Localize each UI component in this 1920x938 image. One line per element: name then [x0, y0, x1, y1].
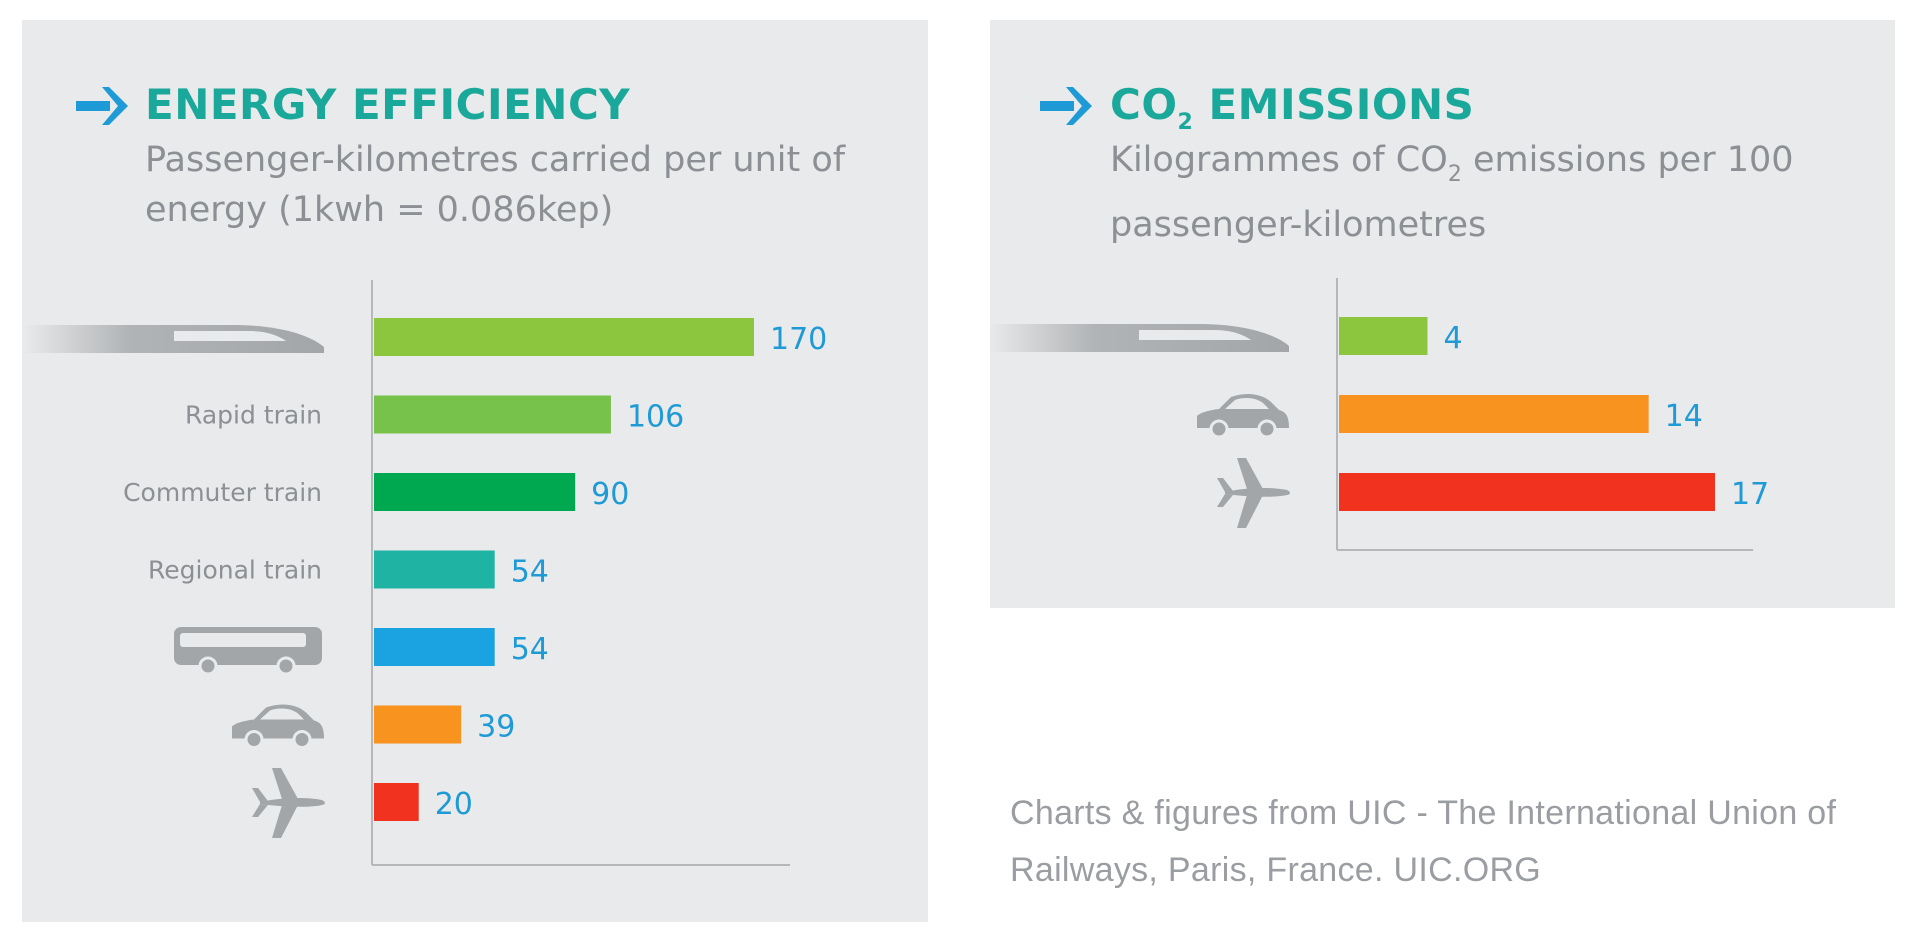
value-label: 14 — [1665, 399, 1703, 434]
co2-emissions-subtitle: Kilogrammes of CO2 emissions per 100 pas… — [1110, 135, 1870, 250]
high-speed-train-icon — [24, 325, 324, 353]
subtitle-subscript: 2 — [1447, 162, 1462, 187]
title-co: CO — [1110, 80, 1178, 129]
value-label: 20 — [435, 787, 473, 822]
value-label: 170 — [770, 322, 827, 357]
value-label: 106 — [627, 400, 684, 435]
bar — [1339, 317, 1428, 355]
car-icon — [1197, 394, 1289, 439]
bus-icon — [174, 627, 322, 676]
title-emissions: EMISSIONS — [1193, 80, 1475, 129]
energy-efficiency-panel — [22, 20, 928, 922]
energy-efficiency-chart: 170 106 Rapid train 90 Commuter train 54 Regio… — [24, 280, 827, 866]
category-label: Commuter train — [123, 478, 322, 507]
value-label: 54 — [511, 555, 549, 590]
airplane-icon — [252, 768, 325, 838]
value-label: 90 — [591, 477, 629, 512]
value-label: 39 — [477, 710, 515, 745]
co2-emissions-title: CO2 EMISSIONS — [1110, 80, 1474, 135]
bar — [374, 395, 611, 434]
high-speed-train-icon — [989, 324, 1289, 352]
arrow-right-icon — [76, 87, 128, 125]
source-note: Charts & figures from UIC - The Internat… — [1010, 794, 1837, 889]
category-label: Rapid train — [185, 401, 322, 430]
car-icon — [232, 704, 324, 749]
subtitle-suffix: emissions per 100 passenger-kilometres — [1110, 140, 1794, 245]
airplane-icon — [1217, 458, 1290, 528]
category-label: Regional train — [148, 556, 322, 585]
bar — [374, 628, 495, 666]
bar — [1339, 473, 1715, 511]
energy-efficiency-title: ENERGY EFFICIENCY — [145, 80, 631, 129]
co2-emissions-chart: 4 14 17 — [989, 278, 1769, 551]
bar — [374, 550, 495, 589]
energy-efficiency-subtitle: Passenger-kilometres carried per unit of… — [145, 140, 846, 230]
bar — [374, 705, 462, 744]
value-label: 17 — [1731, 477, 1769, 512]
title-subscript: 2 — [1177, 110, 1194, 135]
value-label: 54 — [511, 632, 549, 667]
bar — [374, 473, 576, 511]
subtitle-prefix: Kilogrammes of CO — [1110, 140, 1448, 180]
bar — [374, 783, 419, 821]
arrow-right-icon — [1040, 87, 1092, 125]
value-label: 4 — [1443, 321, 1462, 356]
bar — [1339, 395, 1649, 433]
bar — [374, 318, 754, 356]
